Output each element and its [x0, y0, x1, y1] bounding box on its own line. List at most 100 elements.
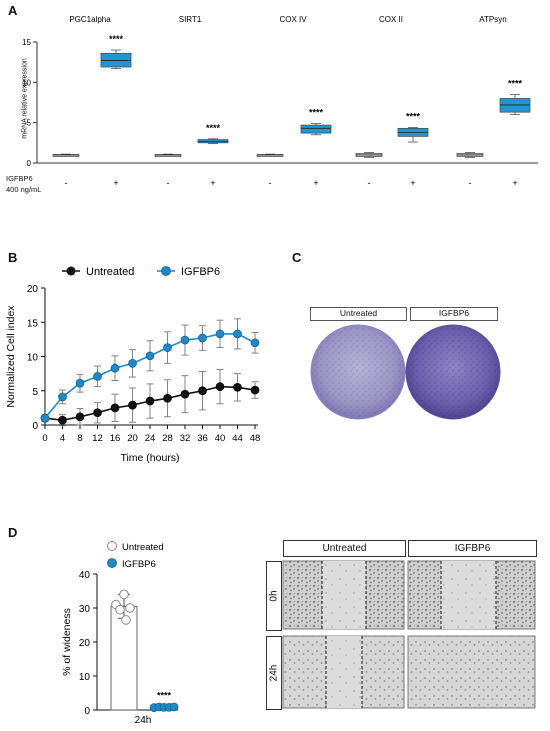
- data-point: [40, 413, 50, 423]
- significance-stars: ****: [206, 123, 221, 133]
- gene-label: SIRT1: [179, 15, 202, 24]
- legend-untreated-label: Untreated: [86, 266, 134, 278]
- x-tick-label: 24h: [135, 715, 152, 726]
- box-control: [154, 154, 182, 157]
- data-point: [180, 389, 190, 399]
- panel-label-b: B: [8, 250, 18, 265]
- x-tick-label: 0: [42, 433, 47, 444]
- panel-a-boxplot: 0 5 10 15 PGC1alpha - **** + SIRT1 - **** + COX IV - *…: [0, 0, 550, 205]
- x-tick-label: 12: [92, 433, 103, 444]
- data-point: [198, 333, 207, 343]
- data-point: [110, 363, 120, 373]
- data-point: [115, 604, 125, 615]
- data-point: [93, 372, 102, 381]
- significance-stars: ****: [157, 690, 172, 700]
- condition-label: +: [313, 178, 318, 188]
- col-header-untreated: Untreated: [283, 540, 406, 557]
- x-tick-label: 44: [232, 433, 243, 444]
- legend-untreated-marker: [66, 266, 76, 276]
- data-point: [180, 335, 190, 345]
- y-axis-label: Normalized Cell index: [5, 305, 17, 408]
- wideness-chart: Untreated IGFBP6 0 10 20 30 40 % of wideness 24h…: [61, 541, 179, 726]
- box-control: [256, 154, 284, 157]
- y-tick-label: 0: [84, 706, 90, 717]
- data-point: [198, 386, 207, 396]
- igfbp6-label: IGFBP6: [410, 307, 498, 321]
- data-point: [58, 415, 67, 425]
- well-igfbp6-0h: [407, 560, 536, 630]
- x-tick-label: 8: [77, 433, 82, 444]
- panel-c-colony-assay: Untreated IGFBP6: [290, 250, 550, 470]
- legend-igfbp6-label: IGFBP6: [122, 559, 156, 570]
- significance-stars: ****: [508, 78, 523, 88]
- condition-label: +: [113, 178, 118, 188]
- data-point: [75, 412, 85, 422]
- y-tick-label: 20: [79, 638, 91, 649]
- gene-label: COX II: [379, 15, 403, 24]
- bar-untreated: [110, 605, 138, 711]
- y-tick-label: 15: [27, 318, 39, 329]
- x-tick-label: 4: [60, 433, 65, 444]
- data-point: [121, 615, 131, 625]
- col-header-igfbp6: IGFBP6: [408, 540, 537, 557]
- x-tick-label: 40: [215, 433, 226, 444]
- data-point: [93, 408, 102, 418]
- y-tick-label: 30: [79, 604, 91, 615]
- condition-label: -: [65, 178, 68, 188]
- condition-label: -: [269, 178, 272, 188]
- significance-stars: ****: [109, 34, 124, 44]
- y-tick-label: 15: [22, 38, 31, 47]
- x-tick-label: 16: [110, 433, 121, 444]
- y-axis-label: mRNA relative expression: [21, 58, 29, 139]
- x-tick-label: 28: [162, 433, 173, 444]
- x-tick-label: 48: [250, 433, 261, 444]
- y-axis-label: % of wideness: [61, 608, 73, 676]
- condition-label: +: [410, 178, 415, 188]
- data-point: [163, 393, 172, 403]
- condition-label: -: [368, 178, 371, 188]
- gene-label: PGC1alpha: [69, 15, 111, 24]
- x-tick-label: 36: [197, 433, 208, 444]
- data-point: [145, 396, 155, 406]
- boxplot-chart: 0 5 10 15 PGC1alpha - **** + SIRT1 - **** + COX IV - *…: [22, 15, 538, 188]
- data-point: [145, 351, 155, 361]
- y-tick-label: 40: [79, 570, 91, 581]
- significance-stars: ****: [309, 107, 324, 117]
- y-tick-label: 20: [27, 284, 39, 295]
- data-point: [128, 358, 137, 368]
- data-point: [250, 338, 260, 348]
- data-point: [110, 403, 120, 413]
- panel-label-a: A: [8, 3, 18, 18]
- dish-images: [310, 324, 501, 420]
- data-point: [169, 702, 179, 712]
- untreated-label: Untreated: [310, 307, 407, 321]
- data-point: [125, 603, 135, 613]
- panel-label-c: C: [292, 250, 302, 265]
- y-tick-label: 0: [32, 421, 38, 432]
- significance-stars: ****: [406, 112, 421, 122]
- box-treated: [100, 52, 132, 68]
- y-tick-label: 10: [27, 353, 39, 364]
- y-tick-label: 5: [32, 387, 38, 398]
- well-untreated-0h: [282, 560, 405, 630]
- data-point: [233, 329, 242, 339]
- condition-label: +: [210, 178, 215, 188]
- y-tick-label: 5: [27, 119, 32, 128]
- legend-igfbp6-label: IGFBP6: [181, 266, 220, 278]
- panel-d-bar-chart: Untreated IGFBP6 0 10 20 30 40 % of wideness 24h…: [0, 525, 260, 731]
- well-igfbp6-24h: [407, 635, 536, 709]
- y-tick-label: 10: [22, 78, 31, 87]
- treatment-label-2: 400 ng/mL: [6, 185, 42, 194]
- box-treated: [499, 98, 531, 113]
- box-control: [52, 154, 80, 157]
- legend-igfbp6-marker: [107, 558, 117, 568]
- row-label-24h: 24h: [266, 636, 282, 710]
- data-point: [119, 589, 129, 600]
- gene-label: ATPsyn: [479, 15, 506, 24]
- x-tick-label: 24: [145, 433, 156, 444]
- data-point: [233, 382, 242, 392]
- legend-untreated-label: Untreated: [122, 542, 164, 553]
- row-label-0h: 0h: [266, 561, 282, 631]
- legend-igfbp6-marker: [161, 266, 171, 276]
